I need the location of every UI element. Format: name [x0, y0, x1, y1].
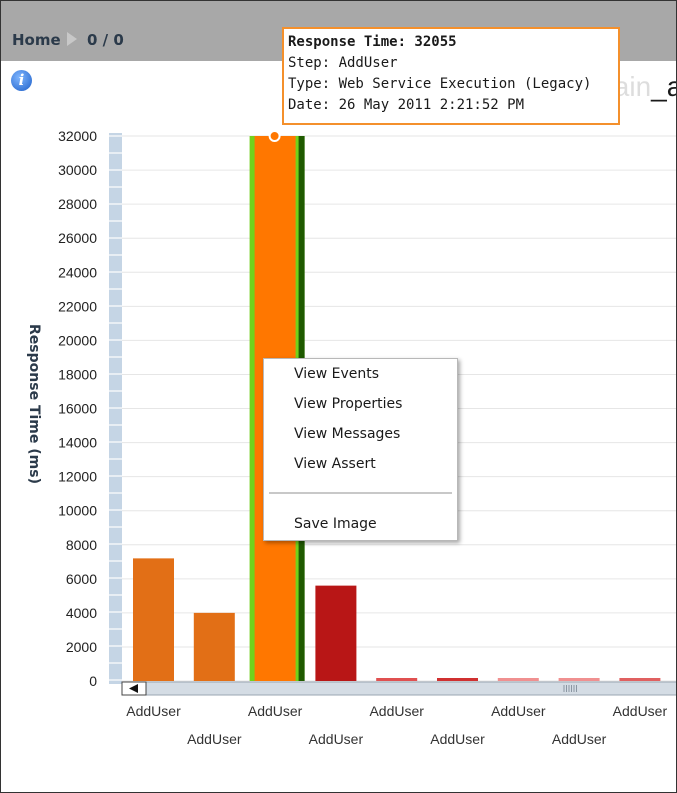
- selected-point-marker: [268, 130, 281, 142]
- x-tick-label: AddUser: [491, 703, 546, 719]
- y-tick-label: 22000: [58, 298, 97, 314]
- bar: [558, 678, 600, 681]
- y-tick-label: 0: [89, 673, 97, 689]
- y-tick-label: 18000: [58, 366, 97, 382]
- bar: [315, 585, 357, 681]
- x-tick-label: AddUser: [187, 731, 242, 747]
- breadcrumb-home[interactable]: Home: [12, 31, 61, 49]
- tooltip-step: Step: AddUser: [288, 55, 398, 71]
- tooltip-date: Date: 26 May 2011 2:21:52 PM: [288, 97, 525, 113]
- y-tick-label: 14000: [58, 435, 97, 451]
- y-tick-label: 16000: [58, 401, 97, 417]
- context-menu: View Events View Properties View Message…: [263, 358, 458, 541]
- menu-save-image[interactable]: Save Image: [294, 516, 377, 532]
- breadcrumb-count: 0 / 0: [87, 31, 124, 49]
- y-tick-label: 8000: [66, 537, 97, 553]
- x-tick-label: AddUser: [613, 703, 668, 719]
- y-tick-label: 30000: [58, 162, 97, 178]
- y-tick-label: 32000: [58, 128, 97, 144]
- y-tick-label: 4000: [66, 605, 97, 621]
- x-tick-label: AddUser: [369, 703, 424, 719]
- y-tick-label: 20000: [58, 332, 97, 348]
- menu-separator: [269, 492, 452, 494]
- y-tick-label: 28000: [58, 196, 97, 212]
- tooltip-response-time: Response Time: 32055: [288, 34, 457, 50]
- y-tick-label: 26000: [58, 230, 97, 246]
- bar: [619, 678, 661, 681]
- y-axis-label: Response Time (ms): [26, 324, 42, 484]
- y-tick-label: 2000: [66, 639, 97, 655]
- bar: [497, 678, 539, 681]
- y-tick-label: 10000: [58, 503, 97, 519]
- scroll-left-arrow-icon: [129, 684, 138, 693]
- x-tick-label: AddUser: [248, 703, 303, 719]
- bar: [133, 558, 174, 681]
- x-tick-label: AddUser: [126, 703, 181, 719]
- breadcrumb-arrow-icon: [67, 32, 77, 46]
- horizontal-scrollbar: [121, 681, 676, 696]
- x-tick-label: AddUser: [309, 731, 364, 747]
- y-tick-label: 12000: [58, 469, 97, 485]
- menu-view-properties[interactable]: View Properties: [294, 396, 403, 412]
- bar-tooltip: Response Time: 32055 Step: AddUser Type:…: [282, 27, 620, 125]
- tooltip-type: Type: Web Service Execution (Legacy): [288, 76, 592, 92]
- bar: [437, 678, 478, 681]
- info-icon[interactable]: i: [11, 70, 32, 91]
- x-tick-label: AddUser: [552, 731, 607, 747]
- menu-view-assert[interactable]: View Assert: [294, 456, 376, 472]
- menu-view-events[interactable]: View Events: [294, 366, 380, 382]
- x-tick-label: AddUser: [430, 731, 485, 747]
- bar: [193, 612, 235, 681]
- bar: [376, 678, 418, 681]
- y-tick-label: 24000: [58, 264, 97, 280]
- y-tick-label: 6000: [66, 571, 97, 587]
- chart-title-suffix: _all_: [651, 71, 676, 102]
- menu-view-messages[interactable]: View Messages: [294, 426, 401, 442]
